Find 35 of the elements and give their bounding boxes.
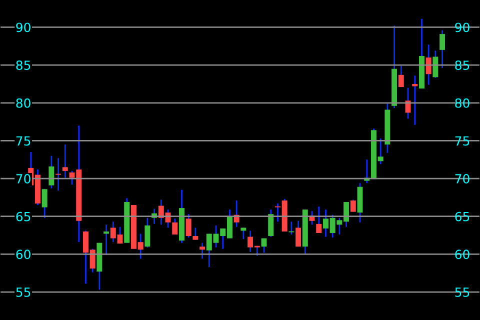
candlestick [316, 206, 322, 234]
candlestick [398, 65, 404, 88]
candlestick [350, 199, 356, 213]
y-tick-label: 65 [16, 212, 30, 222]
candlestick [62, 144, 68, 178]
candlestick [426, 44, 432, 86]
y2-tick-label: 65 [455, 212, 470, 222]
candlestick [172, 218, 178, 236]
y2-tick-label: 90 [455, 22, 470, 32]
candlestick [240, 227, 246, 240]
y2-tick-label: 80 [455, 98, 470, 108]
y2-tick-label: 70 [455, 174, 470, 184]
candlestick [144, 217, 150, 248]
candlestick [192, 227, 198, 241]
y-tick-label: 85 [16, 60, 30, 70]
candlestick [56, 157, 62, 192]
y-tick-label: 75 [16, 136, 30, 146]
candlestick [200, 242, 206, 260]
candlestick [432, 50, 438, 79]
y2-tick-label: 60 [455, 250, 470, 260]
y-tick-label: 55 [16, 288, 30, 297]
candlestick [42, 188, 48, 219]
y-tick-label: 70 [16, 174, 30, 184]
y-tick-label: 90 [16, 22, 30, 32]
candlestick [48, 155, 54, 190]
y2-tick-label: 85 [455, 60, 470, 70]
y-tick-label: 60 [16, 250, 30, 260]
candlestick [268, 208, 274, 238]
candlestick [104, 224, 110, 256]
y-tick-label: 80 [16, 98, 30, 108]
y2-tick-label: 75 [455, 136, 470, 146]
y2-tick-label: 55 [455, 288, 470, 297]
candlestick [440, 30, 446, 69]
candlestick [296, 220, 302, 248]
candlestick [186, 213, 192, 238]
